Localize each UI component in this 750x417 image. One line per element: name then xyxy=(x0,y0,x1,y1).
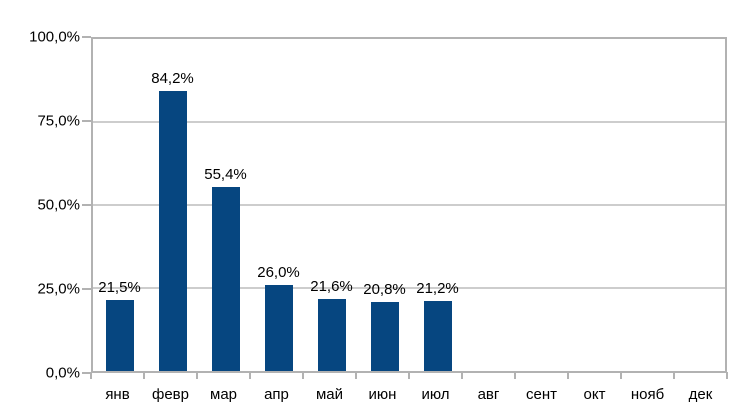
bar-value-label: 21,5% xyxy=(98,278,141,296)
x-axis-label: апр xyxy=(264,386,289,403)
x-axis-label: нояб xyxy=(630,386,665,403)
bar-value-label: 26,0% xyxy=(257,263,300,281)
x-axis-label: май xyxy=(315,386,344,403)
gridline xyxy=(93,287,725,289)
y-axis-tick xyxy=(82,288,91,290)
x-axis-tick xyxy=(673,372,675,379)
bar xyxy=(264,284,293,371)
y-axis-tick xyxy=(82,120,91,122)
y-axis-label: 100,0% xyxy=(29,28,80,46)
y-axis-tick xyxy=(82,204,91,206)
x-axis-label: июн xyxy=(368,386,397,403)
bar xyxy=(423,300,452,371)
x-axis-tick xyxy=(196,372,198,379)
bar-value-label: 21,6% xyxy=(310,278,353,296)
y-axis-label: 0,0% xyxy=(45,364,80,382)
bar xyxy=(211,187,240,371)
x-axis-tick xyxy=(461,372,463,379)
x-axis-label: сент xyxy=(526,386,557,403)
plot-area: 21,5% 84,2% 55,4% 26,0% 21,6% 20,8% 21,2% xyxy=(91,37,727,373)
x-axis-label: окт xyxy=(583,386,606,403)
x-axis-tick xyxy=(620,372,622,379)
bar-value-label: 20,8% xyxy=(363,280,406,298)
x-axis-label: авг xyxy=(477,386,500,403)
x-axis-tick xyxy=(249,372,251,379)
bar-value-label: 21,2% xyxy=(416,279,459,297)
x-axis-tick xyxy=(302,372,304,379)
x-axis-label: дек xyxy=(688,386,713,403)
x-axis-label: февр xyxy=(152,386,189,403)
bar xyxy=(370,301,399,371)
bar xyxy=(317,299,346,371)
x-axis-tick xyxy=(143,372,145,379)
x-axis-label: мар xyxy=(210,386,237,403)
x-axis-tick xyxy=(514,372,516,379)
x-axis-tick xyxy=(90,372,92,379)
x-axis-label: янв xyxy=(105,386,130,403)
x-axis-tick xyxy=(726,372,728,379)
y-axis-tick xyxy=(82,372,91,374)
y-axis-label: 50,0% xyxy=(37,196,80,214)
y-axis-tick xyxy=(82,36,91,38)
y-axis-label: 75,0% xyxy=(37,112,80,130)
x-axis-tick xyxy=(567,372,569,379)
bar-value-label: 55,4% xyxy=(204,166,247,184)
x-axis-tick xyxy=(408,372,410,379)
bar-value-label: 84,2% xyxy=(151,70,194,88)
x-axis-tick xyxy=(355,372,357,379)
y-axis-label: 25,0% xyxy=(37,280,80,298)
gridline xyxy=(93,204,725,206)
bar xyxy=(105,299,134,371)
gridline xyxy=(93,121,725,123)
x-axis-label: июл xyxy=(421,386,450,403)
bar xyxy=(158,91,187,371)
